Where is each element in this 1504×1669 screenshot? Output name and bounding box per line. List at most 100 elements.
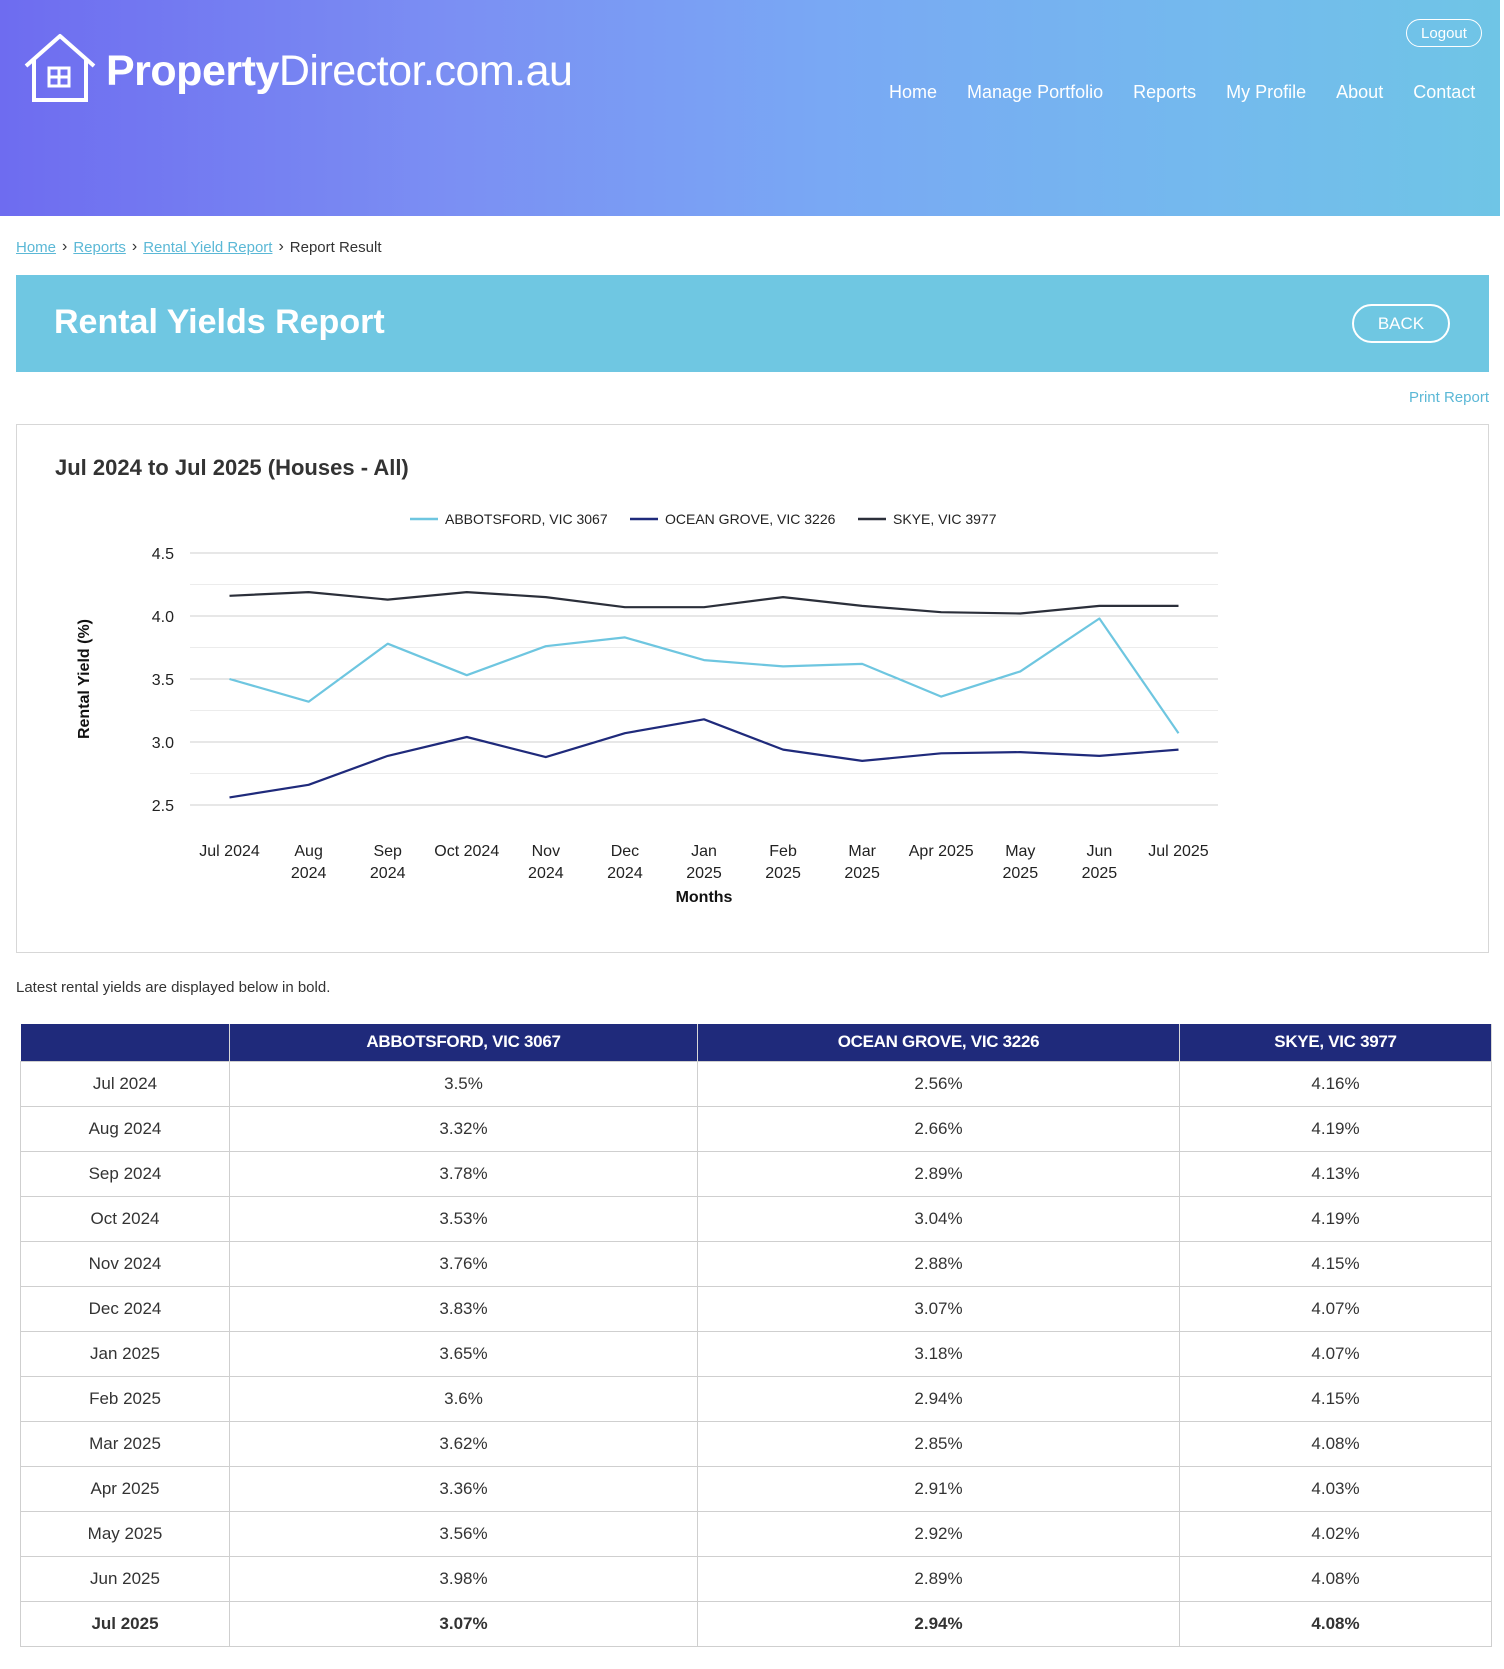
y-tick-label: 2.5 bbox=[152, 798, 174, 815]
x-tick-label: Oct 2024 bbox=[434, 843, 499, 860]
table-cell-value: 3.53% bbox=[229, 1195, 698, 1242]
table-cell-value: 3.78% bbox=[229, 1150, 698, 1197]
table-cell-value: 2.66% bbox=[697, 1105, 1180, 1152]
y-tick-label: 4.5 bbox=[152, 546, 174, 563]
table-cell-value: 2.89% bbox=[697, 1555, 1180, 1602]
table-cell-value: 4.15% bbox=[1179, 1375, 1492, 1422]
table-cell-value: 2.88% bbox=[697, 1240, 1180, 1287]
table-cell-value: 3.56% bbox=[229, 1510, 698, 1557]
back-button[interactable]: BACK bbox=[1352, 304, 1450, 343]
x-tick-label: 2025 bbox=[765, 865, 801, 882]
table-cell-month: Jan 2025 bbox=[20, 1330, 230, 1377]
table-cell-value: 2.89% bbox=[697, 1150, 1180, 1197]
table-cell-value: 3.6% bbox=[229, 1375, 698, 1422]
x-tick-label: Apr 2025 bbox=[909, 843, 974, 860]
breadcrumb-home[interactable]: Home bbox=[16, 238, 57, 256]
nav-about[interactable]: About bbox=[1336, 82, 1384, 102]
nav-home[interactable]: Home bbox=[889, 82, 938, 102]
table-cell-value: 3.04% bbox=[697, 1195, 1180, 1242]
breadcrumb-reports[interactable]: Reports bbox=[73, 238, 126, 256]
x-tick-label: 2025 bbox=[1003, 865, 1039, 882]
table-cell-value: 4.13% bbox=[1179, 1150, 1492, 1197]
y-tick-label: 4.0 bbox=[152, 609, 174, 626]
chevron-right-icon: › bbox=[131, 238, 138, 255]
table-cell-value: 3.07% bbox=[697, 1285, 1180, 1332]
table-row: Mar 2025 3.62% 2.85% 4.08% bbox=[20, 1420, 1492, 1467]
table-header-skye: SKYE, VIC 3977 bbox=[1179, 1024, 1492, 1061]
table-row: Oct 2024 3.53% 3.04% 4.19% bbox=[20, 1195, 1492, 1242]
nav-reports[interactable]: Reports bbox=[1133, 82, 1197, 102]
y-axis-title: Rental Yield (%) bbox=[76, 619, 93, 739]
report-title-bar: Rental Yields Report BACK bbox=[16, 275, 1489, 372]
table-cell-month: Jul 2025 bbox=[20, 1600, 230, 1647]
site-logo[interactable]: PropertyDirector.com.au bbox=[22, 32, 573, 104]
series-line-1 bbox=[229, 718, 1179, 799]
nav-my-profile[interactable]: My Profile bbox=[1226, 82, 1307, 102]
table-cell-value: 4.19% bbox=[1179, 1105, 1492, 1152]
table-cell-month: Sep 2024 bbox=[20, 1150, 230, 1197]
table-cell-month: Nov 2024 bbox=[20, 1240, 230, 1287]
x-tick-label: Jul 2025 bbox=[1148, 843, 1209, 860]
table-row: Feb 2025 3.6% 2.94% 4.15% bbox=[20, 1375, 1492, 1422]
x-tick-label: Aug bbox=[294, 843, 322, 860]
site-header: PropertyDirector.com.au Logout Home Mana… bbox=[0, 0, 1500, 216]
x-axis-title: Months bbox=[676, 889, 733, 906]
table-cell-value: 4.02% bbox=[1179, 1510, 1492, 1557]
table-cell-value: 3.65% bbox=[229, 1330, 698, 1377]
table-cell-value: 3.32% bbox=[229, 1105, 698, 1152]
table-cell-value: 3.18% bbox=[697, 1330, 1180, 1377]
x-tick-label: 2024 bbox=[607, 865, 643, 882]
series-line-0 bbox=[229, 617, 1180, 734]
table-cell-value: 4.08% bbox=[1179, 1600, 1492, 1647]
table-row: May 2025 3.56% 2.92% 4.02% bbox=[20, 1510, 1492, 1557]
series-line-2 bbox=[229, 591, 1179, 615]
table-cell-value: 2.94% bbox=[697, 1375, 1180, 1422]
x-tick-label: 2024 bbox=[291, 865, 327, 882]
table-header-month bbox=[20, 1024, 230, 1061]
nav-manage-portfolio[interactable]: Manage Portfolio bbox=[967, 82, 1104, 102]
chevron-right-icon: › bbox=[278, 238, 284, 255]
table-row: Aug 2024 3.32% 2.66% 4.19% bbox=[20, 1105, 1492, 1152]
x-tick-label: Nov bbox=[532, 843, 560, 860]
table-cell-month: Oct 2024 bbox=[20, 1195, 230, 1242]
x-tick-label: Jan bbox=[691, 843, 717, 860]
table-cell-month: Jul 2024 bbox=[20, 1060, 230, 1107]
nav-contact[interactable]: Contact bbox=[1413, 82, 1476, 102]
table-cell-value: 2.91% bbox=[697, 1465, 1180, 1512]
table-header-row: ABBOTSFORD, VIC 3067 OCEAN GROVE, VIC 32… bbox=[20, 1024, 1492, 1061]
table-cell-value: 3.83% bbox=[229, 1285, 698, 1332]
table-cell-value: 4.08% bbox=[1179, 1555, 1492, 1602]
table-cell-month: Mar 2025 bbox=[20, 1420, 230, 1467]
x-tick-label: 2025 bbox=[844, 865, 880, 882]
table-cell-month: Aug 2024 bbox=[20, 1105, 230, 1152]
chart-title: Jul 2024 to Jul 2025 (Houses - All) bbox=[55, 455, 409, 480]
logo-text-rest: Director.com.au bbox=[278, 46, 573, 95]
table-cell-month: Apr 2025 bbox=[20, 1465, 230, 1512]
legend-ocean-grove-label: OCEAN GROVE, VIC 3226 bbox=[665, 511, 836, 527]
breadcrumb-rental-yield-report[interactable]: Rental Yield Report bbox=[143, 238, 273, 256]
chart-panel: Jul 2024 to Jul 2025 (Houses - All) 2.5 3… bbox=[16, 424, 1489, 953]
x-tick-label: 2024 bbox=[528, 865, 564, 882]
chevron-right-icon: › bbox=[62, 238, 68, 255]
table-cell-month: Dec 2024 bbox=[20, 1285, 230, 1332]
x-tick-label: Jun bbox=[1086, 843, 1112, 860]
table-row: Jan 2025 3.65% 3.18% 4.07% bbox=[20, 1330, 1492, 1377]
table-cell-value: 4.15% bbox=[1179, 1240, 1492, 1287]
table-cell-value: 4.07% bbox=[1179, 1285, 1492, 1332]
x-tick-label: Feb bbox=[769, 843, 797, 860]
logout-button[interactable]: Logout bbox=[1406, 19, 1482, 47]
table-cell-month: Feb 2025 bbox=[20, 1375, 230, 1422]
table-cell-value: 2.56% bbox=[697, 1060, 1180, 1107]
x-tick-label: Sep bbox=[373, 843, 402, 860]
table-cell-value: 3.36% bbox=[229, 1465, 698, 1512]
x-tick-label: Jul 2024 bbox=[199, 843, 260, 860]
table-cell-month: May 2025 bbox=[20, 1510, 230, 1557]
legend-skye-label: SKYE, VIC 3977 bbox=[893, 511, 997, 527]
legend-abbotsford-label: ABBOTSFORD, VIC 3067 bbox=[445, 511, 608, 527]
print-report-link[interactable]: Print Report bbox=[1408, 389, 1489, 406]
rental-yield-chart: 2.5 3.0 3.5 4.0 4.5 Jul 2024 Aug 2024 Sep 2024 Oct… bbox=[76, 511, 1218, 906]
table-cell-value: 3.98% bbox=[229, 1555, 698, 1602]
table-header-ocean-grove: OCEAN GROVE, VIC 3226 bbox=[697, 1024, 1180, 1061]
house-logo-icon bbox=[24, 34, 96, 102]
table-row: Sep 2024 3.78% 2.89% 4.13% bbox=[20, 1150, 1492, 1197]
